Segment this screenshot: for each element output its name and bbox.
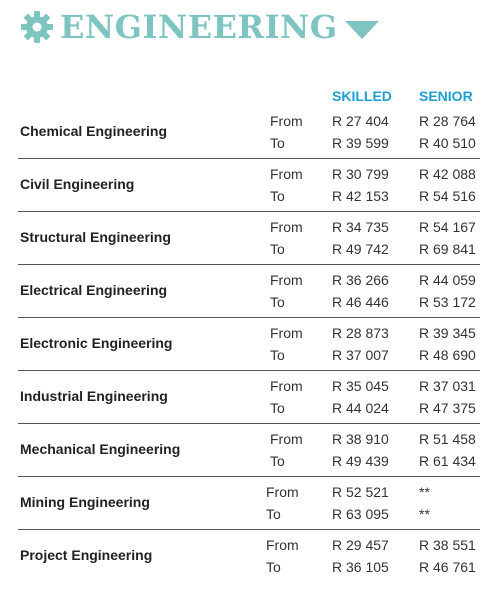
- senior-from-value: **: [419, 484, 430, 500]
- from-label: From: [270, 272, 303, 288]
- row-name: Mining Engineering: [20, 494, 150, 510]
- skilled-to-value: R 44 024: [332, 400, 389, 416]
- skilled-from-value: R 35 045: [332, 378, 389, 394]
- skilled-from-value: R 27 404: [332, 113, 389, 129]
- table-row: Industrial Engineering From To R 35 045 …: [18, 371, 480, 424]
- skilled-to-value: R 46 446: [332, 294, 389, 310]
- table-row: Civil Engineering From To R 30 799 R 42 …: [18, 159, 480, 212]
- row-name: Structural Engineering: [20, 229, 171, 245]
- skilled-to-value: R 49 439: [332, 453, 389, 469]
- skilled-from-value: R 36 266: [332, 272, 389, 288]
- to-label: To: [270, 135, 285, 151]
- from-label: From: [266, 537, 299, 553]
- senior-to-value: R 48 690: [419, 347, 476, 363]
- skilled-from-value: R 38 910: [332, 431, 389, 447]
- row-name: Project Engineering: [20, 547, 153, 563]
- skilled-to-value: R 36 105: [332, 559, 389, 575]
- gear-icon: [21, 11, 53, 43]
- caret-down-icon[interactable]: [344, 19, 380, 41]
- table-row: Mechanical Engineering From To R 38 910 …: [18, 424, 480, 477]
- page-title: ENGINEERING: [60, 8, 338, 46]
- senior-to-value: **: [419, 506, 430, 522]
- row-name: Electronic Engineering: [20, 335, 173, 351]
- senior-from-value: R 51 458: [419, 431, 476, 447]
- senior-from-value: R 42 088: [419, 166, 476, 182]
- from-label: From: [270, 378, 303, 394]
- senior-to-value: R 61 434: [419, 453, 476, 469]
- from-label: From: [270, 219, 303, 235]
- senior-from-value: R 39 345: [419, 325, 476, 341]
- from-label: From: [270, 431, 303, 447]
- table-row: Electrical Engineering From To R 36 266 …: [18, 265, 480, 318]
- row-name: Electrical Engineering: [20, 282, 168, 298]
- senior-from-value: R 54 167: [419, 219, 476, 235]
- skilled-from-value: R 34 735: [332, 219, 389, 235]
- skilled-from-value: R 30 799: [332, 166, 389, 182]
- skilled-from-value: R 28 873: [332, 325, 389, 341]
- senior-from-value: R 28 764: [419, 113, 476, 129]
- to-label: To: [270, 294, 285, 310]
- row-name: Mechanical Engineering: [20, 441, 181, 457]
- skilled-to-value: R 49 742: [332, 241, 389, 257]
- from-label: From: [270, 113, 303, 129]
- from-label: From: [270, 325, 303, 341]
- senior-to-value: R 53 172: [419, 294, 476, 310]
- to-label: To: [270, 188, 285, 204]
- column-header-senior: SENIOR: [419, 88, 473, 104]
- skilled-to-value: R 39 599: [332, 135, 389, 151]
- row-name: Chemical Engineering: [20, 123, 168, 139]
- salary-table: Chemical Engineering From To R 27 404 R …: [18, 106, 480, 582]
- skilled-to-value: R 63 095: [332, 506, 389, 522]
- senior-to-value: R 40 510: [419, 135, 476, 151]
- to-label: To: [266, 506, 281, 522]
- senior-to-value: R 54 516: [419, 188, 476, 204]
- table-row: Structural Engineering From To R 34 735 …: [18, 212, 480, 265]
- table-row: Chemical Engineering From To R 27 404 R …: [18, 106, 480, 159]
- to-label: To: [266, 559, 281, 575]
- skilled-to-value: R 42 153: [332, 188, 389, 204]
- senior-from-value: R 44 059: [419, 272, 476, 288]
- from-label: From: [270, 166, 303, 182]
- from-label: From: [266, 484, 299, 500]
- skilled-from-value: R 29 457: [332, 537, 389, 553]
- section-header: ENGINEERING: [20, 8, 380, 46]
- table-row: Electronic Engineering From To R 28 873 …: [18, 318, 480, 371]
- table-row: Mining Engineering From To R 52 521 R 63…: [18, 477, 480, 530]
- senior-from-value: R 37 031: [419, 378, 476, 394]
- senior-to-value: R 69 841: [419, 241, 476, 257]
- skilled-to-value: R 37 007: [332, 347, 389, 363]
- to-label: To: [270, 241, 285, 257]
- column-header-skilled: SKILLED: [332, 88, 392, 104]
- row-name: Industrial Engineering: [20, 388, 168, 404]
- to-label: To: [270, 453, 285, 469]
- to-label: To: [270, 347, 285, 363]
- senior-to-value: R 46 761: [419, 559, 476, 575]
- to-label: To: [270, 400, 285, 416]
- senior-to-value: R 47 375: [419, 400, 476, 416]
- table-row: Project Engineering From To R 29 457 R 3…: [18, 530, 480, 582]
- skilled-from-value: R 52 521: [332, 484, 389, 500]
- senior-from-value: R 38 551: [419, 537, 476, 553]
- row-name: Civil Engineering: [20, 176, 135, 192]
